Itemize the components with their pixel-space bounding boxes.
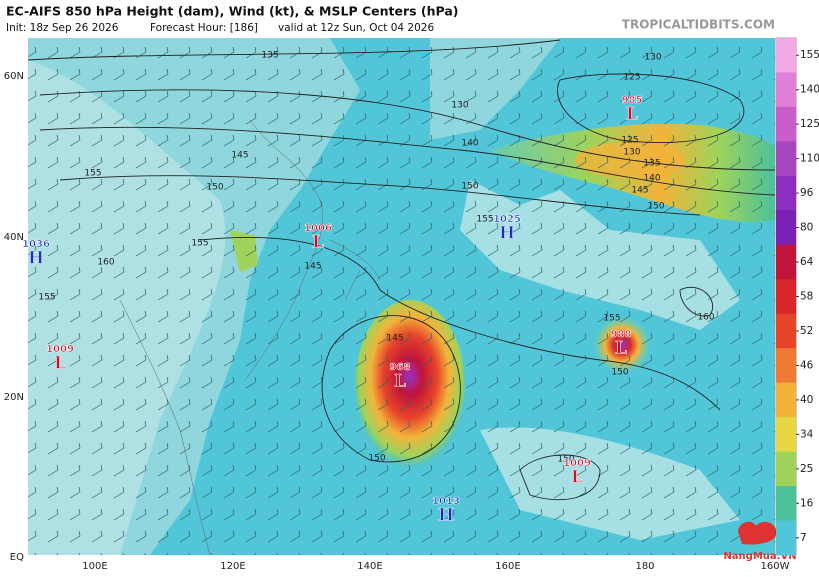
colorbar-band <box>776 348 796 384</box>
lat-label: EQ <box>10 552 24 563</box>
contour-label: 140 <box>643 174 660 184</box>
colorbar-band <box>776 244 796 280</box>
colorbar-label: 96 <box>800 187 814 199</box>
colorbar-label: 125 <box>800 118 819 130</box>
contour-label: 130 <box>644 53 661 63</box>
pressure-symbol: L <box>615 339 627 359</box>
valid-time: valid at 12z Sun, Oct 04 2026 <box>278 22 434 34</box>
colorbar-band <box>776 38 796 73</box>
contour-label: 135 <box>261 51 278 61</box>
contour-label: 155 <box>38 293 55 303</box>
pressure-value: 1036 <box>22 239 50 250</box>
watermark: NangMua.VN <box>723 551 796 562</box>
lon-label: 160W <box>761 561 790 572</box>
contour-label: 125 <box>623 73 640 83</box>
lon-label: 160E <box>495 561 520 572</box>
colorbar-label: 64 <box>800 256 814 268</box>
colorbar-label: 52 <box>800 325 813 337</box>
colorbar-label: 155 <box>800 49 819 61</box>
colorbar-band <box>776 313 796 349</box>
pressure-value: 1013 <box>432 496 460 507</box>
colorbar-band <box>776 210 796 246</box>
contour-label: 145 <box>304 262 321 272</box>
contour-label: 155 <box>476 215 493 225</box>
contour-label: 150 <box>611 368 628 378</box>
pressure-symbol: L <box>626 105 638 125</box>
colorbar-band <box>776 279 796 315</box>
contour-label: 145 <box>231 151 248 161</box>
colorbar-band <box>776 417 796 453</box>
colorbar-band <box>776 486 796 522</box>
pressure-value: 1006 <box>304 223 332 234</box>
colorbar-band <box>776 451 796 487</box>
source: TROPICALTIDBITS.COM <box>622 18 775 32</box>
title: EC-AIFS 850 hPa Height (dam), Wind (kt),… <box>6 4 459 19</box>
colorbar-label: 16 <box>800 497 814 509</box>
contour-label: 155 <box>191 239 208 249</box>
contour-label: 155 <box>603 314 620 324</box>
forecast-hour: Forecast Hour: [186] <box>150 22 258 34</box>
lon-label: 100E <box>82 561 107 572</box>
colorbar-label: 7 <box>800 532 807 544</box>
colorbar-band <box>776 141 796 177</box>
pressure-symbol: H <box>438 506 454 526</box>
contour-label: 130 <box>623 148 640 158</box>
colorbar-label: 46 <box>800 359 814 371</box>
wind-barbs <box>28 38 775 555</box>
contour-label: 150 <box>461 182 478 192</box>
lon-label: 120E <box>220 561 245 572</box>
colorbar-label: 25 <box>800 463 813 475</box>
contour-label: 155 <box>84 169 101 179</box>
colorbar-band <box>776 520 796 556</box>
contour-label: 150 <box>557 455 574 465</box>
lon-label: 140E <box>357 561 382 572</box>
contour-label: 150 <box>647 202 664 212</box>
pressure-value: 968 <box>390 362 411 373</box>
pressure-symbol: L <box>571 468 583 488</box>
pressure-symbol: L <box>312 233 324 253</box>
colorbar-label: 80 <box>800 222 813 234</box>
colorbar-label: 140 <box>800 84 819 96</box>
contour-label: 145 <box>386 334 403 344</box>
coastlines <box>119 119 381 556</box>
lat-label: 40N <box>4 232 24 243</box>
pressure-symbol: H <box>499 224 515 244</box>
colorbar-band <box>776 382 796 418</box>
colorbar-label: 40 <box>800 394 813 406</box>
contour-label: 140 <box>461 139 478 149</box>
colorbar-band <box>776 106 796 142</box>
contour-label: 160 <box>697 313 714 323</box>
contour-label: 145 <box>631 186 648 196</box>
colorbar-label: 110 <box>800 153 819 165</box>
colorbar-label: 58 <box>800 291 813 303</box>
pressure-value: 985 <box>622 95 643 106</box>
pressure-value: 1009 <box>563 458 591 469</box>
contour-label: 150 <box>206 183 223 193</box>
colorbar-band <box>776 175 796 211</box>
pressure-value: 1025 <box>493 214 521 225</box>
contour-label: 125 <box>621 136 638 146</box>
contour-label: 160 <box>97 258 114 268</box>
init: Init: 18z Sep 26 2026 <box>6 22 119 34</box>
pressure-symbol: L <box>54 354 66 374</box>
lat-label: 60N <box>4 71 24 82</box>
colorbar-label: 34 <box>800 428 814 440</box>
lon-label: 180 <box>635 561 654 572</box>
contour-label: 135 <box>643 159 660 169</box>
pressure-symbol: H <box>28 249 44 269</box>
contours <box>27 39 776 501</box>
contour-label: 130 <box>451 101 468 111</box>
colorbar-band <box>776 72 796 108</box>
logo-cloud <box>738 521 777 545</box>
lat-label: 20N <box>4 392 24 403</box>
pressure-value: 988 <box>611 329 632 340</box>
pressure-value: 1009 <box>46 344 74 355</box>
pressure-symbol: L <box>394 372 406 392</box>
contour-label: 150 <box>368 454 385 464</box>
